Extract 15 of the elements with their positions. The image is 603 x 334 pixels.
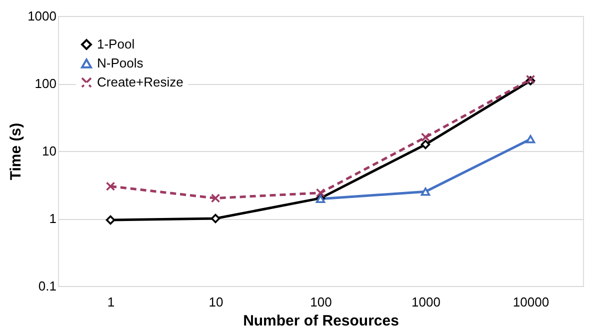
- x-tick-label: 1000: [412, 294, 440, 310]
- legend-label: Create+Resize: [97, 74, 184, 90]
- y-tick-label: 1000: [28, 8, 56, 24]
- legend-label: 1-Pool: [97, 36, 135, 52]
- x-tick-label: 10000: [512, 294, 550, 310]
- x-tick-label: 10: [208, 294, 224, 310]
- y-tick-label: 100: [34, 76, 56, 91]
- legend-label: N-Pools: [97, 56, 144, 70]
- x-tick-label: 1: [107, 294, 115, 310]
- y-tick-label: 1: [49, 211, 56, 226]
- x-tick-label: 100: [310, 294, 332, 310]
- x-axis-title: Number of Resources: [243, 312, 399, 330]
- y-axis-title: Time (s): [8, 122, 25, 180]
- y-tick-label: 0.1: [38, 278, 56, 294]
- y-tick-label: 10: [42, 144, 56, 158]
